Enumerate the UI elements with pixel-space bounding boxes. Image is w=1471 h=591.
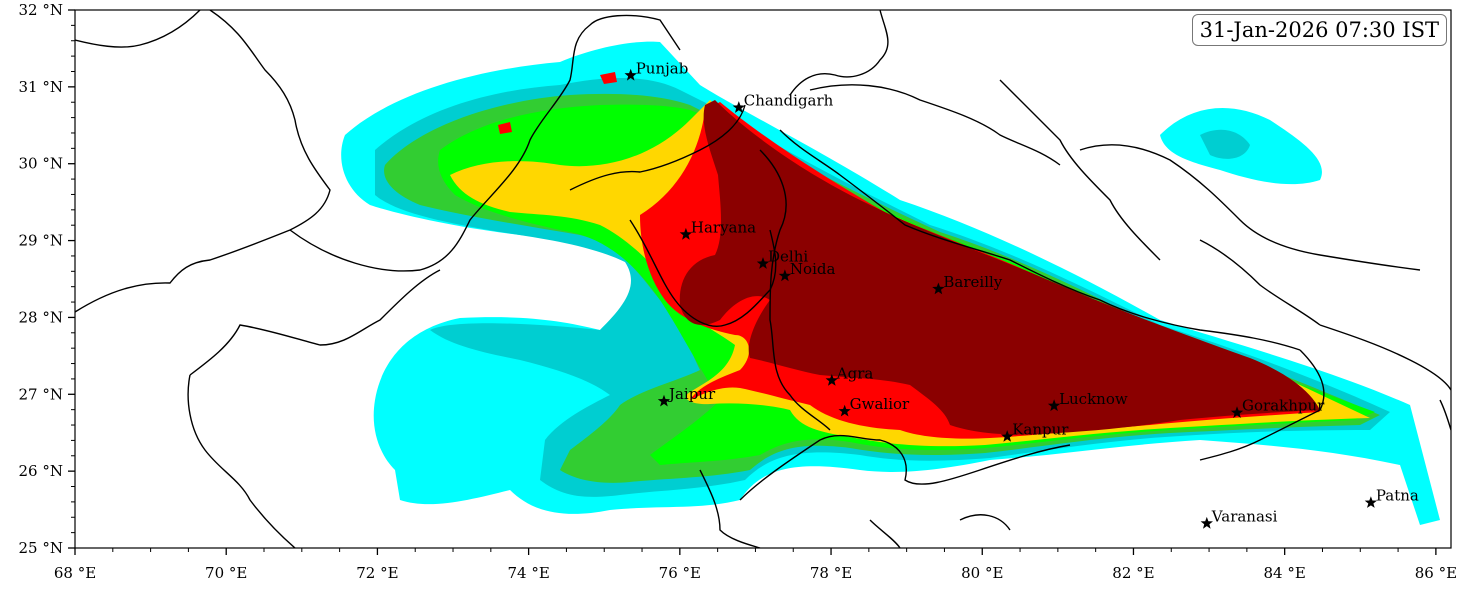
fog-patch-red-small — [498, 122, 512, 134]
boundary-bihar-2 — [1319, 324, 1451, 391]
city-star-icon — [679, 227, 693, 240]
boundary-up-west — [759, 149, 831, 431]
city-label: Patna — [1376, 487, 1419, 505]
boundary-up-east — [1199, 349, 1325, 461]
x-tick-label: 70 °E — [205, 564, 247, 582]
y-tick-label: 31 °N — [19, 78, 63, 96]
city-label: Haryana — [691, 218, 756, 236]
city-star-icon — [1200, 516, 1213, 529]
city-label: Delhi — [768, 248, 808, 266]
boundary-mp-up — [739, 434, 1071, 501]
boundaries — [75, 10, 1451, 548]
plot-frame — [74, 9, 1452, 549]
city-label: Chandigarh — [744, 92, 834, 110]
city-label: Gwalior — [850, 395, 910, 413]
fog-level-maroon — [679, 100, 1320, 435]
y-tick-label: 28 °N — [19, 308, 63, 326]
y-tick-label: 26 °N — [19, 462, 63, 480]
boundary-west-1 — [75, 10, 201, 48]
city-label: Varanasi — [1211, 507, 1278, 525]
x-tick-label: 84 °E — [1264, 564, 1306, 582]
x-tick-label: 72 °E — [356, 564, 398, 582]
city-star-icon — [1047, 399, 1061, 412]
boundary-south-west — [187, 374, 296, 548]
city-star-icon — [932, 282, 945, 295]
x-tick-label: 68 °E — [54, 564, 96, 582]
city-star-icon — [1364, 496, 1377, 508]
y-axis: 25 °N 26 °N 27 °N 28 °N 29 °N 30 °N 31 °N 32 °N — [19, 1, 75, 557]
x-tick-label: 82 °E — [1112, 564, 1154, 582]
city-star-icon — [624, 68, 637, 81]
boundary-bihar-1 — [1199, 239, 1321, 326]
city-star-icon — [778, 269, 792, 282]
x-tick-label: 78 °E — [810, 564, 852, 582]
fog-layers — [341, 41, 1440, 525]
boundary-up-north — [779, 129, 1301, 351]
city-star-icon — [838, 404, 851, 417]
boundary-punjab-haryana — [569, 104, 746, 191]
city-label: Noida — [790, 260, 836, 278]
x-tick-label: 86 °E — [1415, 564, 1457, 582]
y-tick-label: 30 °N — [19, 155, 63, 173]
city-label: Bareilly — [943, 273, 1002, 291]
timestamp-label: 31-Jan-2026 07:30 IST — [1191, 14, 1447, 46]
fog-patch-northeast-inner — [1200, 129, 1250, 159]
city-label: Agra — [836, 364, 874, 382]
boundary-rajasthan-west — [189, 269, 441, 376]
city-label: Gorakhpur — [1242, 397, 1325, 415]
city-star-icon — [1001, 430, 1014, 442]
x-tick-label: 74 °E — [507, 564, 549, 582]
city-label: Kanpur — [1012, 421, 1069, 439]
fog-patch-punjab-red — [600, 72, 617, 84]
city-star-icon — [657, 394, 671, 407]
x-tick-label: 76 °E — [659, 564, 701, 582]
y-tick-label: 29 °N — [19, 232, 63, 250]
boundary-nepal-3 — [1079, 144, 1421, 271]
city-star-icon — [756, 257, 770, 269]
boundary-north-1 — [809, 84, 1061, 166]
boundary-south-1 — [699, 469, 761, 548]
boundary-haryana-raj — [629, 219, 777, 327]
x-tick-label: 80 °E — [961, 564, 1003, 582]
x-axis: 68 °E 70 °E 72 °E 74 °E 76 °E 78 °E 80 °E 82 °E… — [54, 548, 1457, 582]
city-label: Lucknow — [1059, 390, 1128, 408]
city-star-icon — [732, 101, 745, 113]
city-star-icon — [825, 374, 838, 386]
boundary-east-edge — [1439, 399, 1451, 431]
boundary-south-2 — [869, 519, 901, 548]
boundary-south-3 — [959, 514, 1011, 531]
city-label: Jaipur — [667, 385, 716, 403]
boundary-nepal-2 — [999, 79, 1161, 261]
y-tick-label: 25 °N — [19, 539, 63, 557]
y-tick-label: 27 °N — [19, 385, 63, 403]
boundary-nepal-1 — [789, 10, 889, 96]
city-star-icon — [1230, 406, 1244, 418]
city-label: Punjab — [636, 59, 689, 77]
y-tick-label: 32 °N — [19, 1, 63, 19]
boundary-pak-int — [289, 14, 681, 272]
boundary-pakistan-west — [75, 10, 331, 313]
